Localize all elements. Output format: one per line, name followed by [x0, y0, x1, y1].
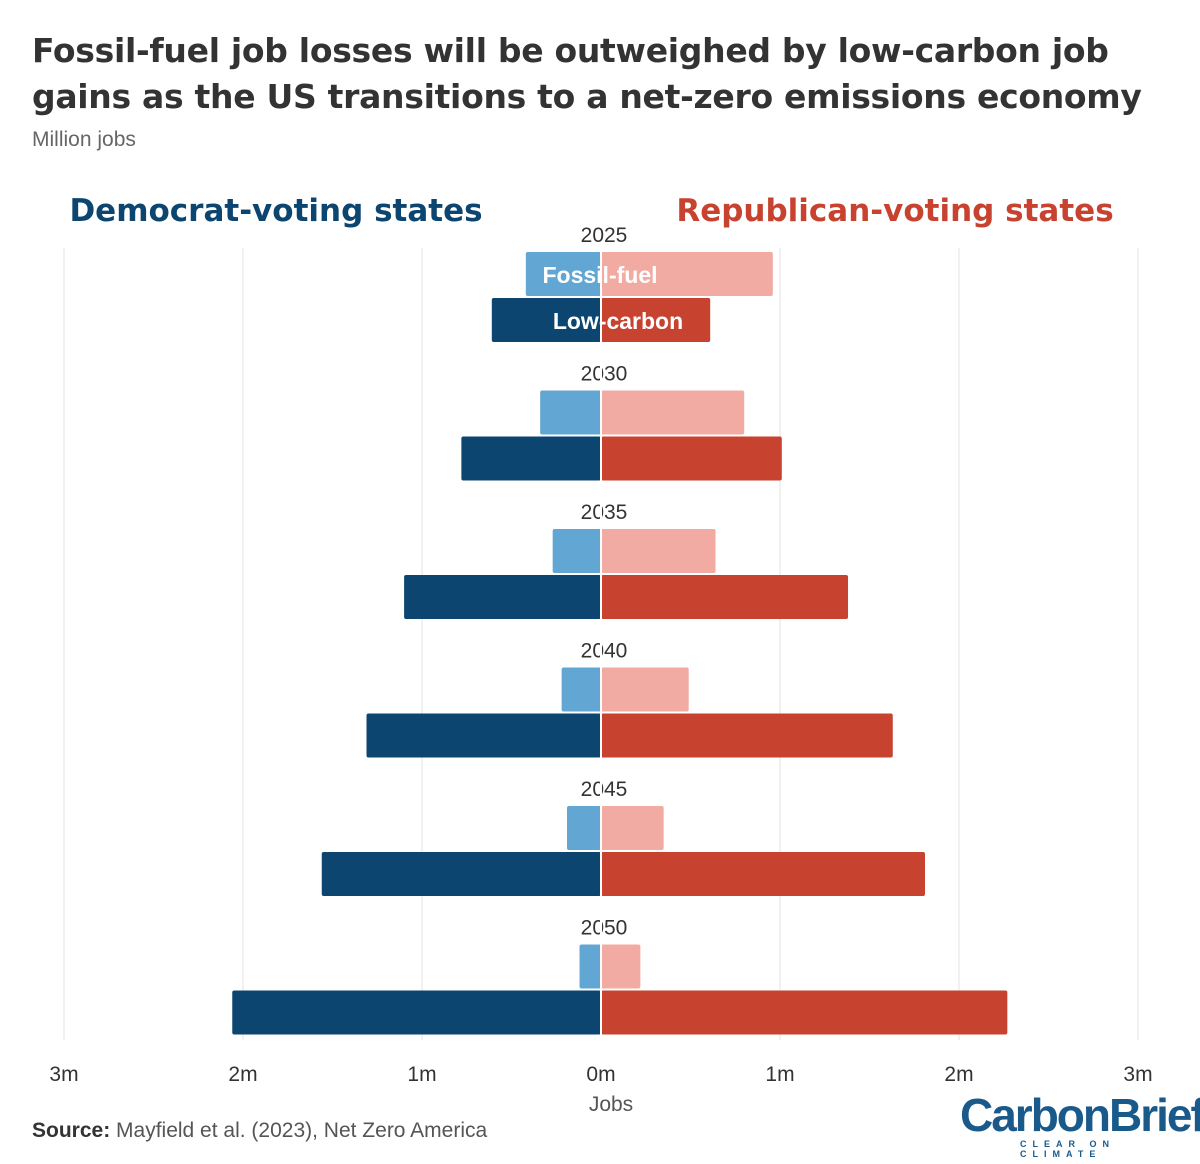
x-tick-label: 3m — [49, 1063, 78, 1086]
bar-rep-lowcarbon-2045 — [601, 852, 925, 896]
bar-rep-fossil-2050 — [601, 944, 641, 989]
bar-dem-lowcarbon-2050 — [232, 990, 601, 1035]
bar-dem-fossil-2025 — [525, 252, 601, 296]
logo-tagline: CLEAR ON CLIMATE — [1020, 1139, 1115, 1159]
logo-wordmark: CarbonBrief — [960, 1089, 1200, 1141]
bar-dem-fossil-2040 — [561, 667, 601, 712]
x-tick-label: 1m — [407, 1063, 436, 1086]
left-heading: Democrat-voting states — [69, 193, 482, 229]
x-tick-label: 0m — [586, 1063, 615, 1086]
bar-label-lowcarbon: Low-carbon — [553, 308, 683, 334]
bar-rep-fossil-2045 — [601, 806, 664, 850]
bar-dem-fossil-2030 — [540, 390, 601, 435]
bars — [232, 252, 1008, 1035]
year-label: 2045 — [581, 778, 628, 801]
right-heading: Republican-voting states — [676, 193, 1113, 229]
chart-subtitle: Million jobs — [32, 128, 136, 151]
year-label: 2040 — [581, 640, 628, 663]
x-axis-label: Jobs — [589, 1093, 633, 1116]
x-tick-label: 2m — [228, 1063, 257, 1086]
source-note: Source: Mayfield et al. (2023), Net Zero… — [32, 1119, 487, 1143]
bar-dem-fossil-2050 — [579, 944, 601, 989]
bar-rep-fossil-2040 — [601, 667, 689, 712]
source-label: Source: — [32, 1119, 111, 1142]
bar-dem-fossil-2035 — [552, 529, 601, 573]
bar-dem-lowcarbon-2035 — [404, 575, 601, 619]
bar-dem-lowcarbon-2030 — [461, 436, 601, 481]
bar-dem-lowcarbon-2025 — [491, 298, 601, 342]
bar-rep-lowcarbon-2025 — [601, 298, 711, 342]
bar-rep-fossil-2025 — [601, 252, 773, 296]
bar-rep-lowcarbon-2040 — [601, 713, 893, 758]
bar-dem-lowcarbon-2040 — [366, 713, 601, 758]
bar-rep-fossil-2030 — [601, 390, 745, 435]
x-tick-label: 2m — [944, 1063, 973, 1086]
x-tick-label: 3m — [1123, 1063, 1152, 1086]
bar-dem-lowcarbon-2045 — [321, 852, 601, 896]
bar-dem-fossil-2045 — [566, 806, 601, 850]
carbonbrief-logo: CarbonBrief CLEAR ON CLIMATE — [960, 1089, 1200, 1159]
bar-rep-lowcarbon-2035 — [601, 575, 849, 619]
year-label: 2030 — [581, 363, 628, 386]
bar-rep-lowcarbon-2050 — [601, 990, 1008, 1035]
x-tick-label: 1m — [765, 1063, 794, 1086]
bar-rep-lowcarbon-2030 — [601, 436, 782, 481]
chart-title: Fossil-fuel job losses will be outweighe… — [32, 31, 1142, 116]
year-label: 2050 — [581, 917, 628, 940]
bar-rep-fossil-2035 — [601, 529, 716, 573]
year-label: 2035 — [581, 501, 628, 524]
year-label: 2025 — [581, 224, 628, 247]
gridlines — [63, 248, 1139, 1040]
source-text: Mayfield et al. (2023), Net Zero America — [116, 1119, 488, 1142]
